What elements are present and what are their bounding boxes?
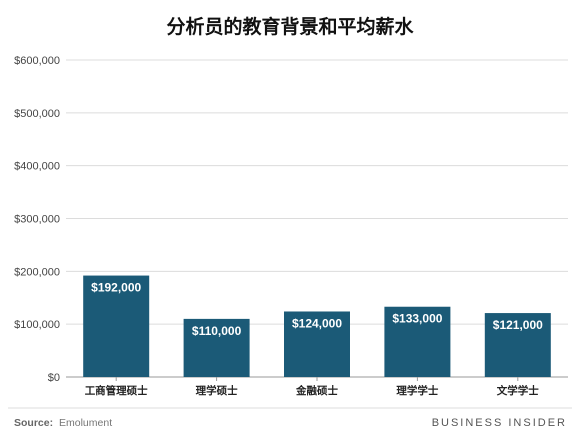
bar [484, 313, 551, 377]
bar-value-label: $110,000 [192, 324, 242, 338]
brand-logo-text: BUSINESS INSIDER [432, 417, 567, 429]
y-tick-label: $500,000 [14, 108, 60, 120]
bars: $192,000 $110,000 $124,000 $133,000 $121,000 [83, 275, 551, 377]
bar [284, 311, 350, 377]
bar-value-label: $133,000 [392, 312, 442, 326]
y-tick-label: $0 [48, 372, 60, 384]
y-tick-label: $400,000 [14, 161, 60, 173]
bar [384, 306, 451, 377]
bar [83, 275, 150, 377]
source-value: Emolument [59, 417, 112, 429]
y-tick-label: $100,000 [14, 319, 60, 331]
y-tick-label: $600,000 [14, 55, 60, 67]
chart-title: 分析员的教育背景和平均薪水 [166, 15, 414, 38]
x-tick-label: 金融硕士 [295, 384, 338, 397]
bar [183, 318, 250, 377]
gridlines [66, 59, 568, 378]
x-tick-label: 理学学士 [396, 384, 438, 397]
bar-value-label: $124,000 [292, 316, 342, 330]
y-tick-label: $200,000 [14, 266, 60, 278]
x-tick-label: 工商管理硕士 [85, 384, 148, 397]
source-label: Source: [14, 417, 53, 429]
x-tick-label: 理学硕士 [196, 384, 238, 397]
x-tick-label: 文学学士 [496, 384, 539, 397]
bar-value-label: $121,000 [493, 318, 543, 332]
y-axis-tick-labels: $0 $100,000 $200,000 $300,000 $400,000 $500,0… [14, 55, 60, 384]
y-tick-label: $300,000 [14, 214, 60, 226]
x-axis-tick-labels: 工商管理硕士 理学硕士 金融硕士 理学学士 文学学士 [85, 377, 539, 397]
bar-value-label: $192,000 [91, 281, 141, 295]
